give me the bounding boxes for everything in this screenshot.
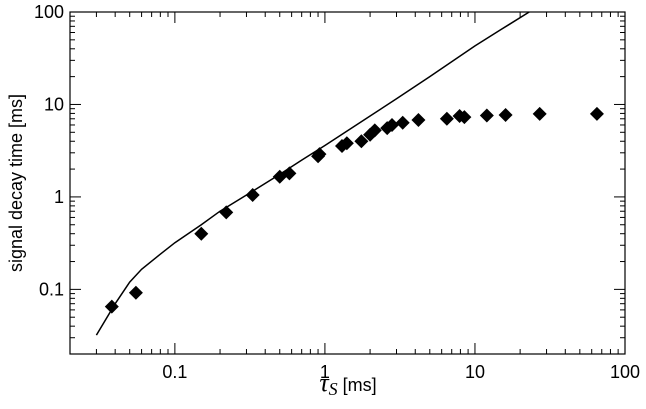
y-tick-label: 100 [34, 2, 64, 22]
x-tick-label: 1 [320, 362, 330, 382]
data-point [219, 205, 234, 220]
data-point [245, 187, 260, 202]
data-point [439, 111, 454, 126]
plot-frame [69, 11, 626, 355]
x-axis-symbol: τ [319, 368, 330, 397]
data-point [339, 136, 354, 151]
data-point [498, 107, 513, 122]
y-axis-label: signal decay time [ms] [6, 94, 26, 272]
data-point [354, 134, 369, 149]
x-axis-unit: [ms] [338, 375, 377, 395]
data-point [532, 106, 547, 121]
tick-labels: 0.1 1 10 100 0.1 1 10 100 [34, 2, 640, 382]
data-point [411, 112, 426, 127]
y-tick-label: 1 [54, 187, 64, 207]
data-point [194, 226, 209, 241]
data-point [282, 166, 297, 181]
x-axis-subscript: S [329, 379, 338, 399]
data-point [479, 108, 494, 123]
data-markers [104, 106, 604, 314]
x-tick-label: 0.1 [162, 362, 187, 382]
y-tick-label: 10 [44, 94, 64, 114]
x-tick-label: 10 [465, 362, 485, 382]
data-point [367, 123, 382, 138]
data-point [128, 285, 143, 300]
data-point [312, 147, 327, 162]
data-point [589, 106, 604, 121]
x-tick-label: 100 [610, 362, 640, 382]
ticks [69, 11, 626, 355]
fit-curve [95, 11, 530, 336]
data-point [385, 117, 400, 132]
data-point [457, 110, 472, 125]
y-tick-label: 0.1 [39, 279, 64, 299]
data-point [395, 115, 410, 130]
x-axis-label: τS [ms] [319, 368, 376, 399]
data-point [104, 299, 119, 314]
